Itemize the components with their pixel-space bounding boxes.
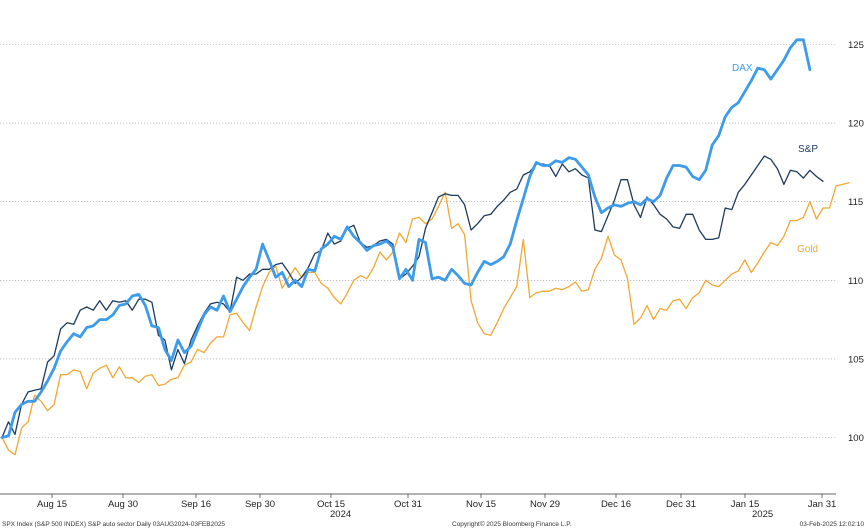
x-axis [0, 493, 836, 498]
series-label-dax: DAX [732, 63, 753, 74]
x-tick-labels: Aug 15 Aug 30 Sep 16 Sep 30 Oct 15 Oct 31 Nov … [37, 499, 836, 510]
x-tick-label: Nov 15 [466, 499, 496, 510]
footer-copyright: Copyright© 2025 Bloomberg Finance L.P. [452, 520, 572, 528]
x-tick-label: Dec 16 [601, 499, 631, 510]
series-line-sp [1, 155, 824, 439]
year-label-2024: 2024 [330, 509, 351, 520]
y-axis: 100 105 110 115 120 125 [848, 40, 864, 444]
y-tick-label: 120 [848, 119, 864, 130]
x-tick-label: Oct 15 [317, 499, 345, 510]
x-tick-label: Dec 31 [666, 499, 696, 510]
gridlines [0, 44, 836, 438]
x-tick-label: Nov 29 [530, 499, 560, 510]
y-tick-label: 110 [848, 276, 863, 287]
x-tick-label: Aug 30 [108, 499, 138, 510]
y-tick-label: 105 [848, 354, 864, 365]
x-tick-label: Sep 30 [245, 499, 275, 510]
footer-source: SPX Index (S&P 500 INDEX) S&P auto secto… [2, 521, 225, 528]
series-lines [0, 38, 850, 456]
y-tick-label: 100 [848, 433, 864, 444]
x-tick-label: Oct 31 [394, 499, 422, 510]
x-tick-label: Jan 31 [808, 499, 837, 510]
series-label-gold: Gold [797, 244, 818, 255]
x-tick-label: Aug 15 [37, 499, 67, 510]
x-tick-label: Sep 16 [181, 499, 211, 510]
y-tick-label: 115 [848, 197, 863, 208]
series-label-sp: S&P [798, 144, 818, 155]
x-tick-label: Jan 15 [731, 499, 760, 510]
series-line-dax [0, 38, 812, 439]
y-tick-label: 125 [848, 40, 864, 51]
series-line-gold [1, 182, 850, 456]
year-label-2025: 2025 [752, 509, 773, 520]
footer-timestamp: 03-Feb-2025 12:02:10 [800, 521, 865, 528]
